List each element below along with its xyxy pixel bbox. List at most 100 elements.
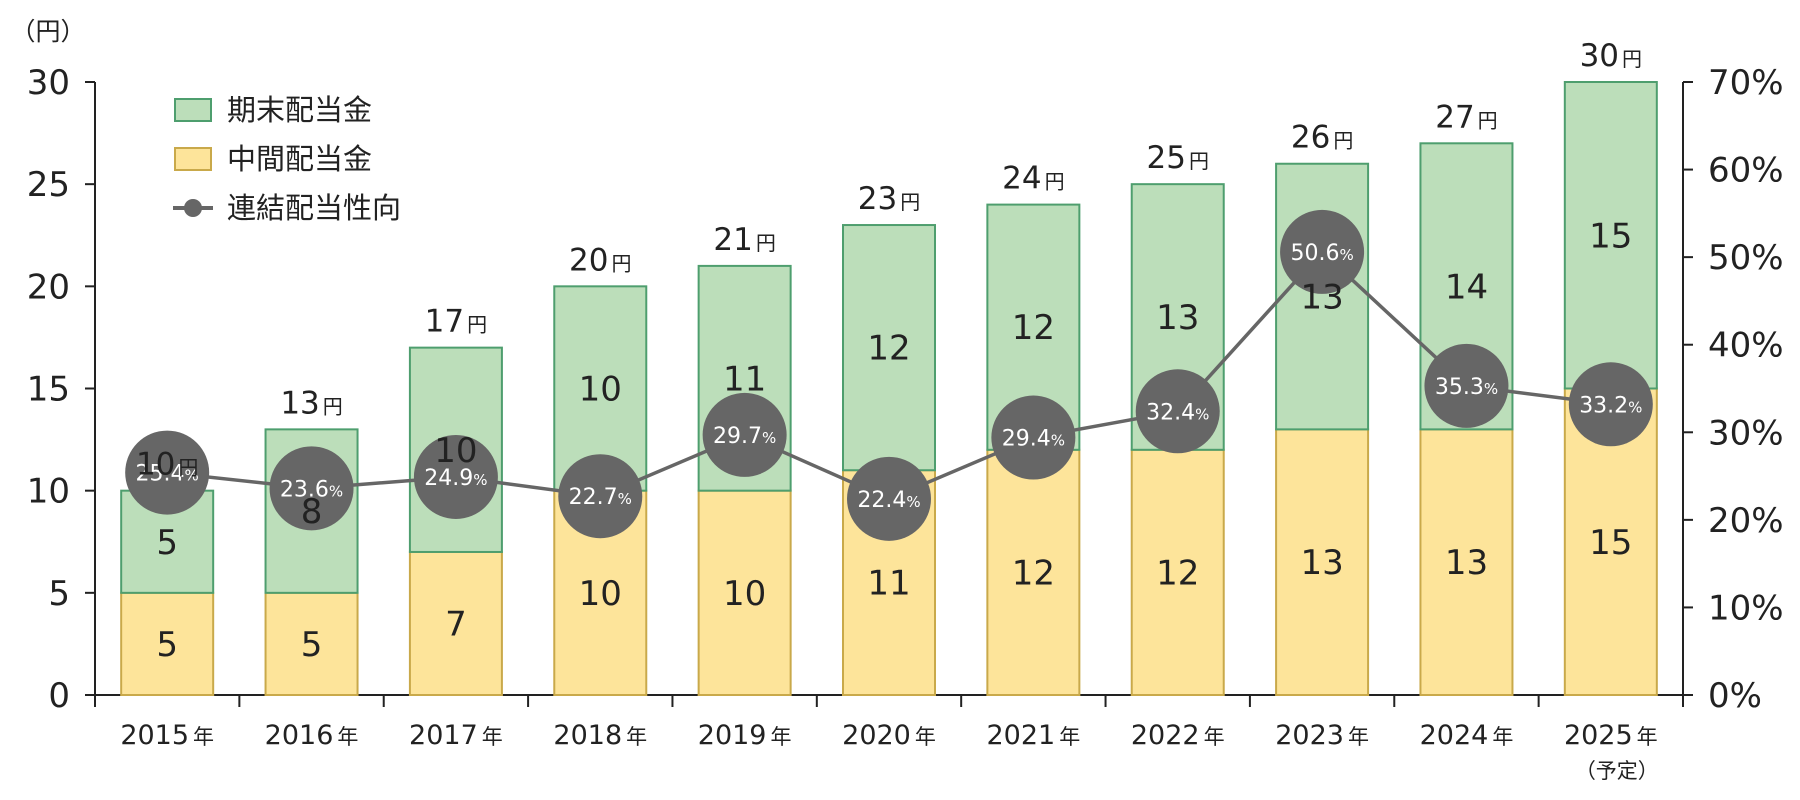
- total-value-label: 13 円: [280, 385, 342, 421]
- yearend-value-label: 10: [579, 370, 622, 410]
- payout-ratio-value: 29.7: [713, 424, 762, 449]
- payout-ratio-label: 22.4%: [857, 488, 920, 513]
- y-right-tick-label: 0%: [1708, 676, 1762, 716]
- bar-interim-2021: [986, 448, 1081, 696]
- legend-label: 中間配当金: [227, 142, 372, 176]
- bar-interim-2024: [1419, 428, 1514, 696]
- payout-ratio-percent-sign: %: [762, 429, 776, 447]
- payout-ratio-label: 22.7%: [569, 485, 632, 510]
- bar-interim-2022: [1130, 448, 1225, 696]
- total-unit: 円: [323, 394, 343, 418]
- bar-yearend-2020: [842, 224, 936, 472]
- total-value-label: 27 円: [1435, 99, 1497, 135]
- yearend-value-label: 11: [723, 359, 766, 399]
- interim-value-label: 12: [1012, 553, 1055, 593]
- year-suffix: 年: [915, 725, 936, 749]
- year: 2018: [553, 720, 622, 751]
- payout-ratio-point-2017: [413, 434, 498, 519]
- year-suffix: 年: [770, 725, 791, 749]
- bar-yearend-2025: [1563, 81, 1658, 390]
- total-value: 24: [1002, 161, 1041, 197]
- axes: （円） 0 5 10 15 20 25 30 0% 10% 20% 30% 40% 50% 60% 70%: [10, 17, 1783, 716]
- total-value: 21: [713, 222, 752, 258]
- total-unit: 円: [611, 251, 631, 275]
- y-left-tick-label: 0: [48, 676, 70, 716]
- payout-ratio-line: 25.4%23.6%24.9%22.7%29.7%22.4%29.4%32.4%…: [125, 209, 1653, 541]
- total-value: 13: [280, 385, 319, 421]
- y-left-tick-label: 25: [27, 165, 70, 205]
- year-suffix: 年: [626, 725, 647, 749]
- total-value: 23: [858, 181, 897, 217]
- interim-value-label: 12: [1156, 553, 1199, 593]
- total-value-label: 25 円: [1147, 140, 1209, 176]
- payout-ratio-point-2018: [558, 454, 643, 539]
- bar-interim-2015: [120, 591, 215, 696]
- payout-ratio-point-2016: [269, 446, 354, 531]
- total-unit: 円: [756, 231, 776, 255]
- year: 2024: [1420, 720, 1489, 751]
- interim-value-label: 10: [579, 574, 622, 614]
- payout-ratio-label: 24.9%: [424, 466, 487, 491]
- year-suffix: 年: [1637, 725, 1658, 749]
- year-suffix: 年: [193, 725, 214, 749]
- y-left-tick-label: 20: [27, 267, 70, 307]
- payout-ratio-point-2024: [1424, 343, 1509, 428]
- total-value: 27: [1435, 99, 1474, 135]
- y-right-tick-label: 20%: [1708, 501, 1784, 541]
- payout-ratio-percent-sign: %: [618, 490, 632, 508]
- y-left-tick-label: 30: [27, 63, 70, 103]
- payout-ratio-percent-sign: %: [473, 471, 487, 489]
- total-unit: 円: [900, 190, 920, 214]
- year-suffix: 年: [1492, 725, 1513, 749]
- y-left-tick-label: 15: [27, 370, 70, 410]
- total-unit: 円: [1189, 149, 1209, 173]
- total-unit: 円: [178, 456, 198, 480]
- yearend-value-label: 10: [434, 431, 477, 471]
- total-unit: 円: [1333, 129, 1353, 153]
- payout-ratio-percent-sign: %: [1484, 380, 1498, 398]
- year: 2020: [842, 720, 911, 751]
- year-suffix: 年: [337, 725, 358, 749]
- bar-yearend-2023: [1275, 162, 1370, 431]
- payout-ratio-value: 22.7: [569, 485, 618, 510]
- legend-label: 連結配当性向: [227, 191, 401, 225]
- payout-ratio-value: 50.6: [1290, 241, 1339, 266]
- interim-value-label: 5: [301, 625, 323, 665]
- payout-ratio-value: 35.3: [1435, 375, 1484, 400]
- bar-interim-2016: [264, 591, 359, 696]
- x-tick-label: 2016 年: [265, 720, 359, 751]
- interim-value-label: 7: [445, 604, 467, 644]
- payout-ratio-value: 25.4: [136, 462, 185, 487]
- legend-swatch: [174, 147, 212, 171]
- year: 2022: [1131, 720, 1200, 751]
- total-value-label: 17 円: [425, 304, 487, 340]
- payout-ratio-value: 33.2: [1579, 393, 1628, 418]
- x-tick-label: 2020 年: [842, 720, 936, 751]
- x-tick-label: 2024 年: [1420, 720, 1514, 751]
- total-unit: 円: [1622, 47, 1642, 71]
- total-value-label: 20 円: [569, 242, 631, 278]
- interim-value-label: 11: [867, 564, 910, 604]
- bar-interim-2017: [408, 550, 503, 697]
- total-value: 20: [569, 242, 608, 278]
- year-suffix: 年: [1059, 725, 1080, 749]
- total-value-label: 21 円: [713, 222, 775, 258]
- yearend-value-label: 14: [1445, 267, 1488, 307]
- x-tick-label: 2023 年: [1275, 720, 1369, 751]
- payout-ratio-label: 32.4%: [1146, 400, 1209, 425]
- total-value-label: 30 円: [1580, 38, 1642, 74]
- yearend-value-label: 13: [1300, 278, 1343, 318]
- payout-ratio-value: 23.6: [280, 477, 329, 502]
- year-suffix: 年: [1348, 725, 1369, 749]
- yearend-value-label: 12: [867, 329, 910, 369]
- payout-ratio-percent-sign: %: [906, 493, 920, 511]
- interim-value-label: 5: [156, 625, 178, 665]
- payout-ratio-label: 35.3%: [1435, 375, 1498, 400]
- payout-ratio-label: 25.4%: [136, 462, 199, 487]
- y-right-tick-label: 10%: [1708, 588, 1784, 628]
- year: 2016: [265, 720, 334, 751]
- total-value: 30: [1580, 38, 1619, 74]
- total-value-label: 23 円: [858, 181, 920, 217]
- yearend-value-label: 13: [1156, 298, 1199, 338]
